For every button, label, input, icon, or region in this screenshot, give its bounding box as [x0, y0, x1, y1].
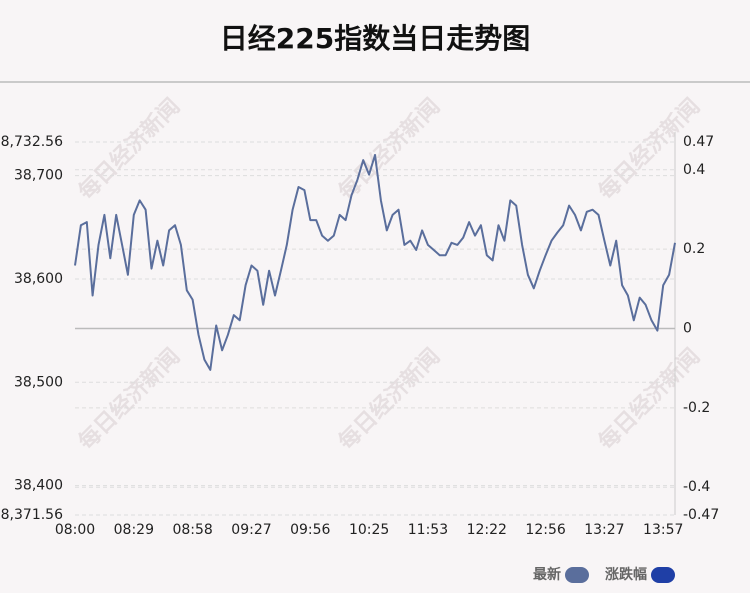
watermark: 每日经济新闻	[73, 93, 185, 205]
legend-label: 涨跌幅	[605, 566, 647, 583]
y2-tick-label: 0	[683, 321, 692, 337]
x-tick-label: 09:56	[290, 522, 330, 538]
x-tick-label: 08:00	[55, 522, 95, 538]
legend-label: 最新	[533, 566, 561, 583]
y-tick-label: 38,732.56	[0, 134, 63, 150]
y-tick-label: 38,400	[14, 478, 63, 494]
y2-tick-label: -0.47	[683, 507, 719, 523]
legend-swatch	[651, 567, 675, 583]
y-tick-label: 38,371.56	[0, 507, 63, 523]
watermark: 每日经济新闻	[333, 93, 445, 205]
y-tick-label: 38,500	[14, 374, 63, 390]
x-tick-label: 11:53	[408, 522, 448, 538]
y-tick-label: 38,600	[14, 271, 63, 287]
chart-title: 日经225指数当日走势图	[220, 22, 530, 55]
y2-tick-label: -0.4	[683, 479, 710, 495]
y2-tick-label: 0.47	[683, 134, 714, 150]
y2-tick-label: 0.4	[683, 162, 705, 178]
legend-swatch	[565, 567, 589, 583]
price-line	[74, 154, 676, 371]
y-tick-label: 38,700	[14, 168, 63, 184]
x-tick-label: 09:27	[231, 522, 271, 538]
x-tick-label: 08:29	[114, 522, 154, 538]
x-tick-label: 13:57	[643, 522, 683, 538]
y2-tick-label: -0.2	[683, 400, 710, 416]
x-tick-label: 12:56	[525, 522, 565, 538]
watermark: 每日经济新闻	[73, 343, 185, 455]
x-tick-label: 10:25	[349, 522, 389, 538]
x-tick-label: 13:27	[584, 522, 624, 538]
watermark: 每日经济新闻	[333, 343, 445, 455]
x-tick-label: 12:22	[467, 522, 507, 538]
y2-tick-label: 0.2	[683, 241, 705, 257]
x-tick-label: 08:58	[172, 522, 212, 538]
